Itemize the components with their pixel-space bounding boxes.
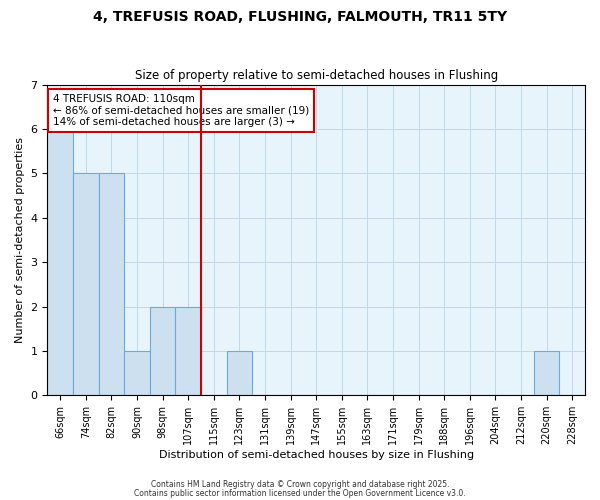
Text: 4 TREFUSIS ROAD: 110sqm
← 86% of semi-detached houses are smaller (19)
14% of se: 4 TREFUSIS ROAD: 110sqm ← 86% of semi-de…: [53, 94, 309, 127]
Bar: [175, 306, 201, 396]
Text: Contains HM Land Registry data © Crown copyright and database right 2025.: Contains HM Land Registry data © Crown c…: [151, 480, 449, 489]
Bar: [150, 306, 175, 396]
Text: Contains public sector information licensed under the Open Government Licence v3: Contains public sector information licen…: [134, 488, 466, 498]
Bar: [227, 351, 252, 396]
Y-axis label: Number of semi-detached properties: Number of semi-detached properties: [15, 137, 25, 343]
Bar: [47, 129, 73, 396]
Bar: [98, 174, 124, 396]
Title: Size of property relative to semi-detached houses in Flushing: Size of property relative to semi-detach…: [134, 69, 498, 82]
Bar: [534, 351, 559, 396]
X-axis label: Distribution of semi-detached houses by size in Flushing: Distribution of semi-detached houses by …: [158, 450, 474, 460]
Text: 4, TREFUSIS ROAD, FLUSHING, FALMOUTH, TR11 5TY: 4, TREFUSIS ROAD, FLUSHING, FALMOUTH, TR…: [93, 10, 507, 24]
Bar: [124, 351, 150, 396]
Bar: [73, 174, 98, 396]
